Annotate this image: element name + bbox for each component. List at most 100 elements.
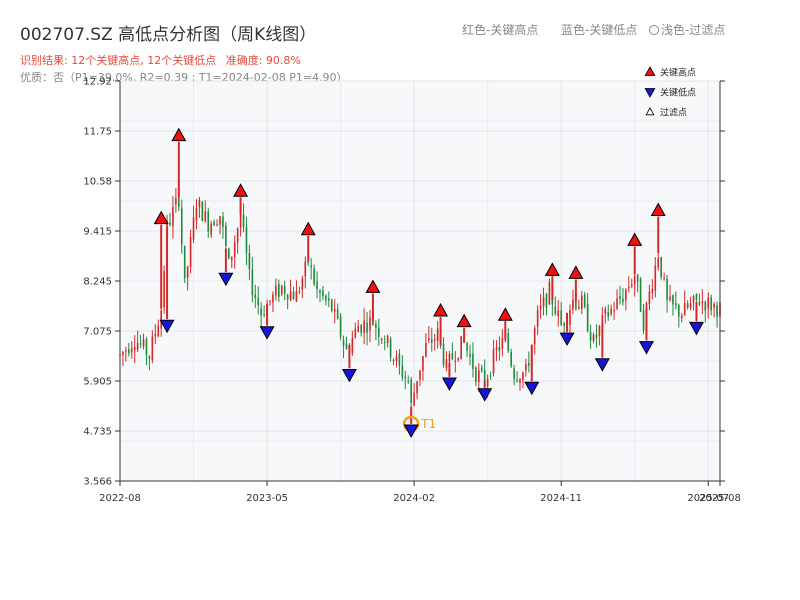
candle-body xyxy=(319,290,321,294)
candle xyxy=(625,288,627,311)
candle xyxy=(251,257,254,303)
x-tick-label: 2024-11 xyxy=(540,493,582,504)
candle xyxy=(207,207,210,238)
y-tick-label: 5.905 xyxy=(83,377,112,388)
candle-body xyxy=(586,303,589,332)
candle xyxy=(363,308,365,345)
candle-body xyxy=(180,208,183,245)
candle-body xyxy=(210,223,212,235)
header-legend-light: 浅色-过滤点 xyxy=(649,21,725,38)
candle-body xyxy=(678,304,680,317)
candle-body xyxy=(313,268,315,285)
candle-body xyxy=(275,286,277,296)
candle-body xyxy=(416,381,418,394)
candle-body xyxy=(407,380,410,382)
candle xyxy=(560,301,562,327)
candle-body xyxy=(328,298,330,301)
candle xyxy=(507,328,510,353)
candle xyxy=(460,335,462,360)
candle xyxy=(198,196,201,218)
candle xyxy=(210,220,212,239)
candle xyxy=(607,304,610,321)
candle-body xyxy=(122,351,124,355)
candle xyxy=(522,371,524,388)
candle-body xyxy=(422,356,424,371)
candle xyxy=(651,279,654,300)
candle-body xyxy=(157,325,160,337)
candle xyxy=(454,351,457,373)
x-tick-label: 2024-02 xyxy=(393,493,435,504)
candle-body xyxy=(483,369,486,386)
candle xyxy=(151,330,154,364)
candle xyxy=(204,200,207,223)
candle xyxy=(301,275,304,298)
candle xyxy=(428,326,430,344)
candle-body xyxy=(130,348,133,353)
candle-body xyxy=(445,359,448,369)
candle xyxy=(378,318,380,346)
candle xyxy=(442,337,445,368)
candle xyxy=(328,291,330,308)
candle-body xyxy=(633,276,636,285)
candle-body xyxy=(286,294,289,300)
candle-body xyxy=(233,242,236,258)
candle xyxy=(557,300,560,327)
candle-body xyxy=(554,306,557,315)
candle xyxy=(704,300,707,323)
candle-body xyxy=(695,293,698,301)
key-low-marker xyxy=(559,332,575,347)
candle xyxy=(169,212,171,227)
candle xyxy=(545,292,548,316)
candle xyxy=(575,299,577,311)
candle xyxy=(489,371,492,380)
candle xyxy=(419,370,421,387)
candle xyxy=(501,329,504,357)
candle-body xyxy=(283,285,286,294)
candle-body xyxy=(222,216,224,227)
candle xyxy=(619,285,621,305)
candle-body xyxy=(589,332,592,341)
candle-body xyxy=(204,211,207,221)
candle-body xyxy=(663,278,665,280)
candle-body xyxy=(333,308,336,312)
candle-body xyxy=(630,284,633,287)
candle-body xyxy=(139,343,142,345)
key-high-marker xyxy=(456,313,472,328)
candle-body xyxy=(622,298,624,302)
key-low-marker xyxy=(638,341,654,355)
key-low-marker xyxy=(477,388,493,402)
candle-body xyxy=(178,197,180,207)
candle xyxy=(286,293,289,310)
candle xyxy=(192,205,195,243)
candle xyxy=(713,302,715,318)
candle xyxy=(357,319,360,333)
candle xyxy=(283,280,286,301)
candle-body xyxy=(466,343,468,351)
key-high-marker xyxy=(433,303,449,317)
candle-body xyxy=(363,320,365,333)
candle-body xyxy=(280,285,283,295)
candle-body xyxy=(480,367,483,371)
candle xyxy=(536,305,539,336)
candle xyxy=(295,280,298,303)
key-high-marker xyxy=(300,221,316,236)
candle xyxy=(636,274,639,293)
candle-body xyxy=(548,282,551,305)
candle xyxy=(628,276,630,293)
candle-body xyxy=(680,315,683,319)
candle-body xyxy=(172,207,174,227)
candle xyxy=(330,298,333,313)
candle-body xyxy=(557,310,560,317)
candle-body xyxy=(563,323,565,326)
key-high-marker xyxy=(497,307,513,321)
candle-body xyxy=(345,343,348,350)
candle-body xyxy=(169,222,171,225)
candle xyxy=(475,365,477,387)
candle-body xyxy=(457,357,460,360)
candle-body xyxy=(151,336,154,361)
candle xyxy=(201,200,204,222)
candle-body xyxy=(448,354,451,361)
candle-body xyxy=(128,349,130,354)
candle xyxy=(630,278,633,289)
candle-body xyxy=(683,302,686,316)
